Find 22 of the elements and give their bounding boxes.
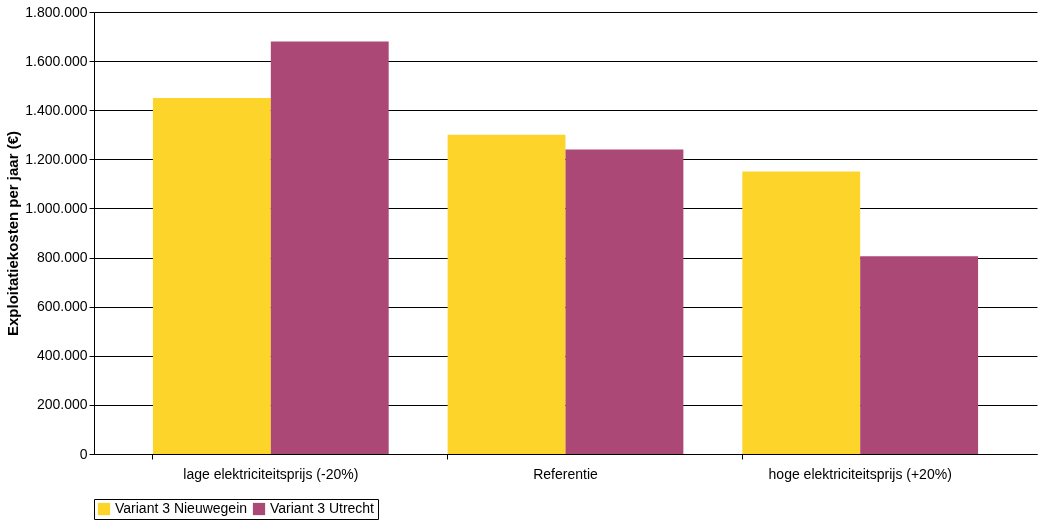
legend-label: Variant 3 Nieuwegein [115, 500, 248, 516]
x-tick-label: Referentie [533, 465, 599, 482]
y-tick-label: 1.400.000 [25, 101, 88, 118]
y-axis-title: Exploitatiekosten per jaar (€) [4, 130, 22, 337]
y-tick-label: 1.200.000 [25, 150, 88, 167]
bar [447, 134, 566, 454]
bar [565, 149, 684, 454]
bar [270, 41, 389, 454]
y-tick-label: 1.800.000 [25, 3, 88, 20]
y-tick-label: 1.600.000 [25, 52, 88, 69]
bar [860, 256, 979, 454]
legend-label: Variant 3 Utrecht [270, 500, 375, 516]
bar [742, 171, 861, 454]
x-tick-label: hoge elektriciteitsprijs (+20%) [768, 465, 952, 482]
x-tick-label: lage elektriciteitsprijs (-20%) [183, 465, 359, 482]
bar [152, 97, 271, 454]
y-tick-label: 0 [79, 445, 88, 462]
y-tick-label: 400.000 [36, 347, 88, 364]
y-tick-label: 1.000.000 [25, 199, 88, 216]
y-tick-label: 800.000 [36, 249, 88, 266]
y-tick-label: 600.000 [36, 298, 88, 315]
y-tick-label: 200.000 [36, 396, 88, 413]
